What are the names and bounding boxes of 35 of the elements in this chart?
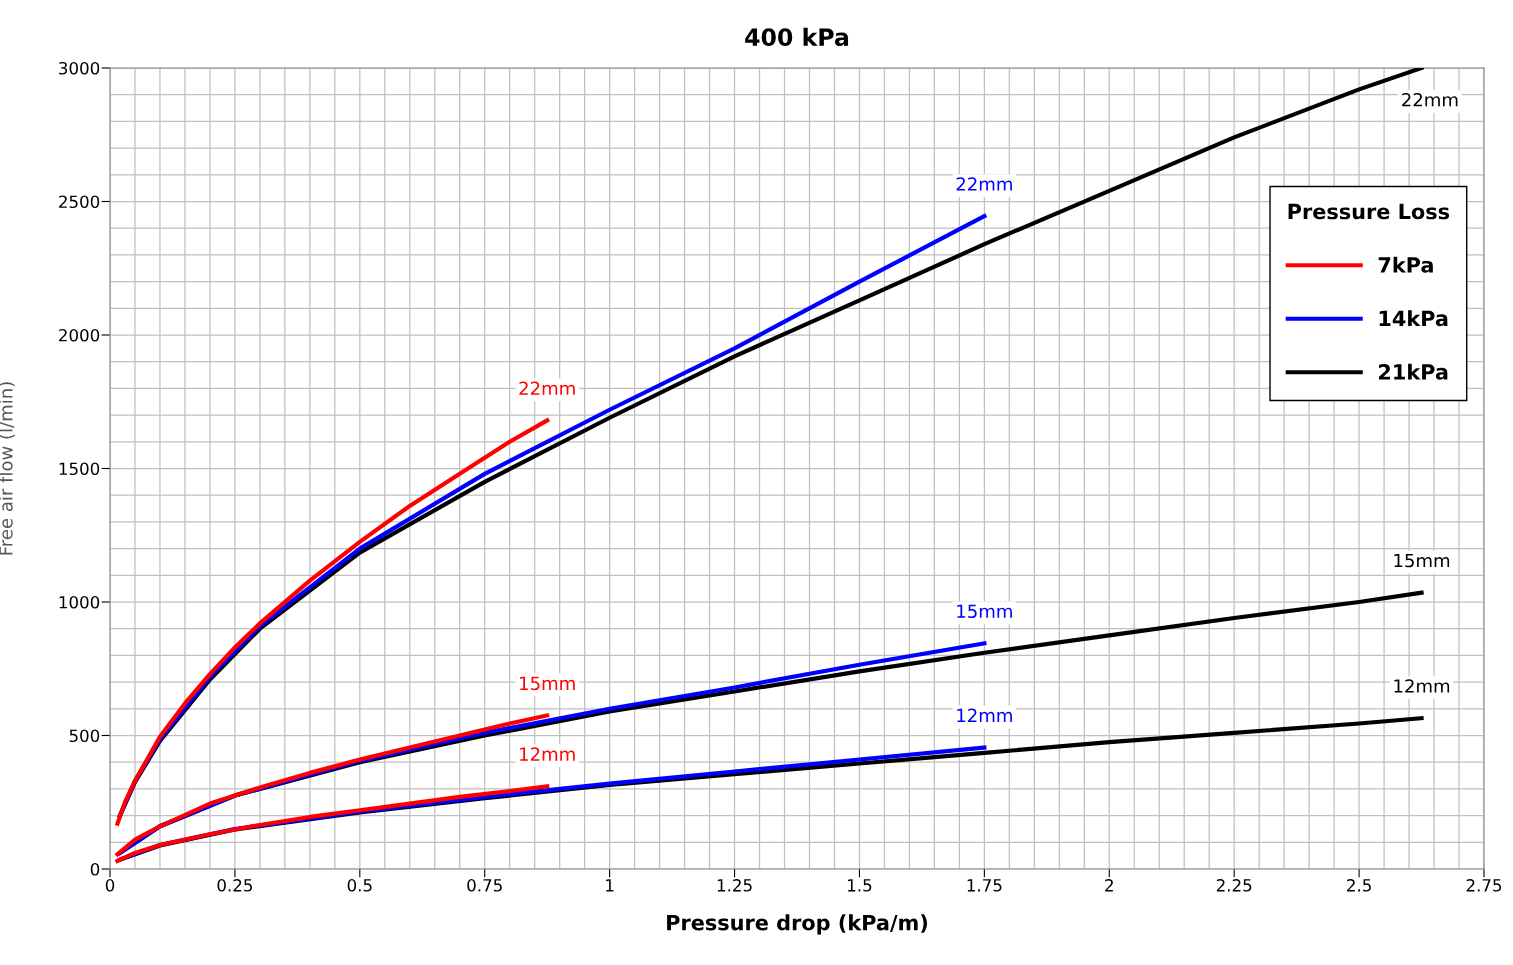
annotation: 15mm — [957, 604, 1012, 619]
x-axis-title: Pressure drop (kPa/m) — [667, 914, 928, 935]
annotation: 15mm — [1394, 553, 1450, 568]
x-tick-label: 2 — [1105, 879, 1113, 892]
x-tick-label: 0.75 — [467, 879, 502, 892]
legend-label: 14kPa — [1379, 310, 1448, 327]
annotation: 15mm — [520, 676, 575, 691]
y-tick-label: 2000 — [59, 328, 100, 342]
x-tick-label: 2.25 — [1216, 879, 1252, 892]
y-tick-label: 500 — [69, 729, 100, 743]
x-tick-label: 1 — [606, 879, 614, 892]
y-tick-label: 1500 — [59, 462, 100, 476]
x-tick-label: 1.25 — [717, 879, 752, 892]
annotation: 22mm — [1402, 92, 1458, 107]
line-series — [115, 784, 550, 864]
x-tick-label: 1.75 — [967, 879, 1002, 892]
annotation: 12mm — [520, 747, 575, 761]
y-tick-label: 1000 — [59, 595, 100, 609]
legend-label: 21kPa — [1379, 363, 1448, 380]
x-tick-label: 0 — [105, 879, 115, 892]
x-tick-label: 0.5 — [347, 879, 372, 892]
legend-title: Pressure Loss — [1288, 203, 1450, 220]
y-tick-label: 0 — [90, 862, 100, 876]
annotation: 12mm — [1394, 679, 1450, 693]
x-tick-label: 0.25 — [217, 879, 253, 892]
x-tick-label: 1.5 — [848, 879, 872, 892]
legend-label: 7kPa — [1378, 256, 1433, 273]
y-tick-label: 3000 — [59, 61, 100, 75]
y-tick-label: 2500 — [59, 195, 100, 209]
x-tick-label: 2.75 — [1466, 879, 1502, 892]
annotation: 22mm — [519, 381, 575, 395]
chart-title: 400 kPa — [745, 27, 849, 47]
annotation: 12mm — [957, 708, 1012, 722]
annotation: 22mm — [956, 177, 1012, 191]
x-tick-label: 2.5 — [1347, 879, 1371, 892]
